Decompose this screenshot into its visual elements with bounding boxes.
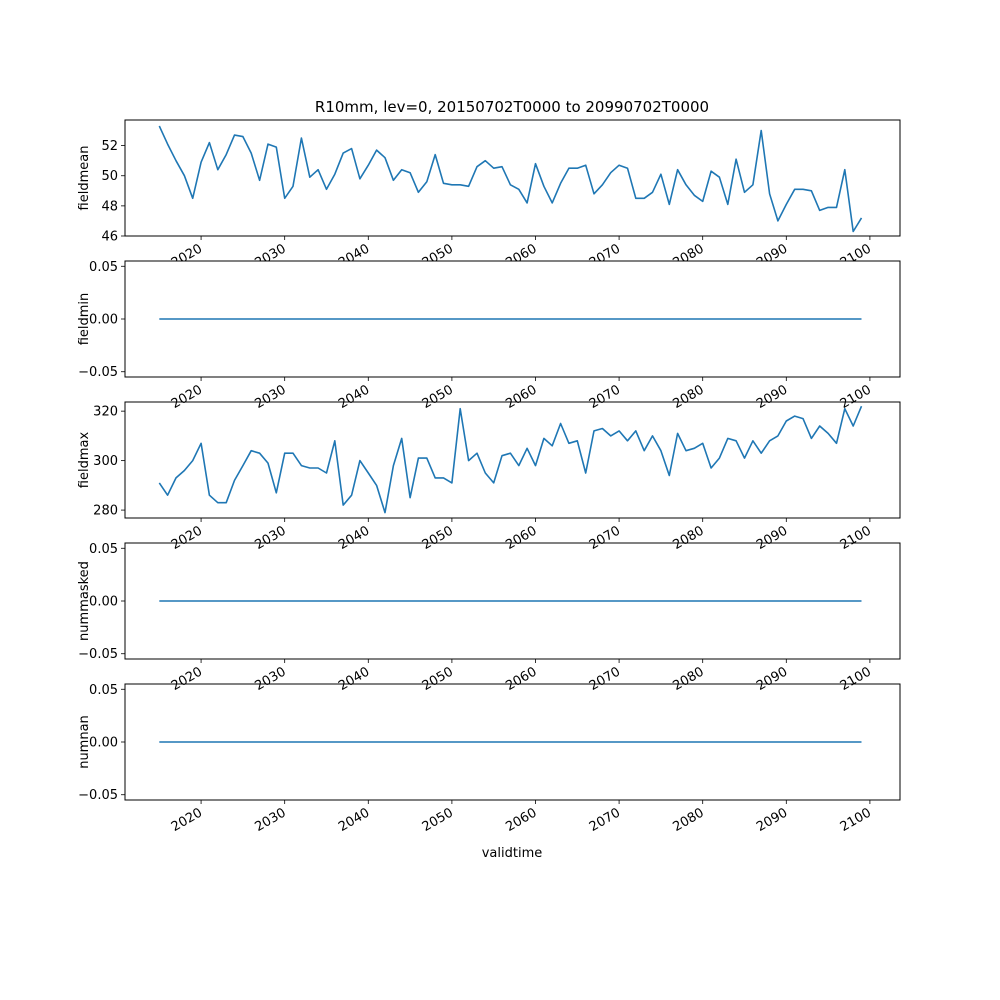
y-tick-label: 280 [93, 504, 118, 519]
y-tick-label: 0.00 [89, 313, 118, 328]
x-tick-label: 2060 [503, 805, 539, 835]
y-axis-label: numnan [77, 715, 92, 769]
y-tick-label: 300 [93, 454, 118, 469]
y-tick-label: 46 [101, 230, 118, 245]
y-tick-label: 0.00 [89, 736, 118, 751]
y-axis-label: fieldmin [77, 293, 92, 346]
y-tick-label: 0.05 [89, 683, 118, 698]
y-tick-label: 0.05 [89, 542, 118, 557]
y-tick-label: 0.05 [89, 260, 118, 275]
y-axis-label: fieldmax [77, 432, 92, 489]
y-tick-label: 52 [101, 139, 118, 154]
axes-frame [124, 119, 901, 237]
x-tick-label: 2020 [169, 805, 205, 835]
x-axis-label: validtime [482, 846, 543, 861]
x-tick-label: 2030 [253, 805, 289, 835]
x-tick-label: 2040 [336, 805, 372, 835]
chart-title: R10mm, lev=0, 20150702T0000 to 20990702T… [315, 98, 709, 116]
x-tick-label: 2100 [838, 805, 874, 835]
y-tick-label: −0.05 [78, 788, 118, 803]
y-tick-label: −0.05 [78, 365, 118, 380]
y-tick-label: 48 [101, 199, 118, 214]
series-line [158, 125, 863, 233]
y-tick-label: 320 [93, 405, 118, 420]
x-tick-label: 2050 [420, 805, 456, 835]
x-tick-label: 2080 [671, 805, 707, 835]
y-axis-label: nummasked [77, 561, 92, 641]
subplot-fieldmean: 2020 2030 2040 2050 2060 2070 2080 2090 21004648… [77, 119, 901, 271]
x-tick-label: 2090 [754, 805, 790, 835]
axes-frame [124, 401, 901, 519]
y-tick-label: 0.00 [89, 595, 118, 610]
y-tick-label: −0.05 [78, 647, 118, 662]
y-tick-label: 50 [101, 169, 118, 184]
y-axis-label: fieldmean [77, 146, 92, 211]
axes-background [125, 402, 900, 518]
series-line [158, 405, 863, 514]
x-tick-label: 2070 [587, 805, 623, 835]
